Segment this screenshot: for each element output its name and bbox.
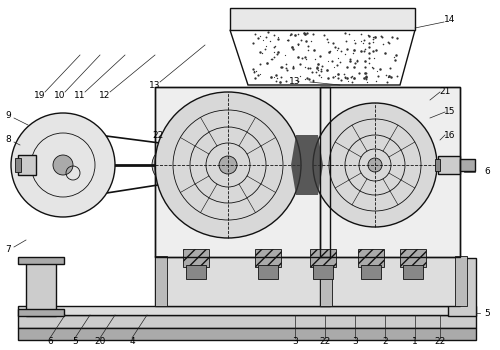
Bar [313,265,333,279]
Bar [155,256,330,306]
Text: 22: 22 [152,131,164,140]
Text: 6: 6 [47,337,53,346]
Text: 5: 5 [484,308,490,317]
Bar [255,249,281,267]
Text: 6: 6 [484,168,490,176]
Bar [358,249,384,267]
Bar [455,256,467,306]
Bar [18,315,476,328]
Text: 12: 12 [100,91,110,99]
Text: 16: 16 [444,131,456,140]
Text: 14: 14 [444,15,456,24]
Bar [460,159,475,171]
Bar [186,265,206,279]
Bar [18,257,64,264]
Bar [310,249,336,267]
Text: 19: 19 [34,91,46,99]
Bar [320,256,332,306]
Circle shape [155,92,301,238]
Text: 7: 7 [5,245,11,254]
Text: 9: 9 [5,111,11,119]
Bar [183,249,209,267]
Bar [15,158,21,172]
Text: 1: 1 [412,337,418,346]
Bar [18,306,476,315]
Bar [438,156,460,174]
Text: 4: 4 [129,337,135,346]
Bar [18,155,36,175]
Bar [320,256,460,306]
Text: 15: 15 [444,107,456,117]
Bar [361,265,381,279]
Text: 13: 13 [149,80,161,90]
Bar [448,258,476,316]
Bar [230,8,415,30]
Polygon shape [230,30,415,85]
Bar [18,328,476,340]
Circle shape [152,147,188,183]
Text: 5: 5 [72,337,78,346]
Bar [258,265,278,279]
Text: 3: 3 [352,337,358,346]
Bar [400,249,426,267]
Text: 22: 22 [434,337,446,346]
Text: 8: 8 [5,135,11,145]
Text: 20: 20 [94,337,106,346]
Circle shape [11,113,115,217]
Circle shape [219,156,237,174]
Text: 13: 13 [289,77,301,86]
Text: 11: 11 [74,91,86,99]
Bar [403,265,423,279]
Text: 21: 21 [440,88,450,97]
Polygon shape [291,135,323,195]
Bar [320,87,460,257]
Circle shape [53,155,73,175]
Circle shape [313,103,437,227]
Bar [320,87,460,257]
Bar [18,309,64,316]
Bar [155,87,330,257]
Circle shape [368,158,382,172]
Bar [155,87,330,257]
Bar [435,159,440,171]
Text: 22: 22 [320,337,330,346]
Text: 2: 2 [382,337,388,346]
Text: 10: 10 [54,91,66,99]
Text: 3: 3 [292,337,298,346]
Bar [26,258,56,316]
Bar [155,256,167,306]
